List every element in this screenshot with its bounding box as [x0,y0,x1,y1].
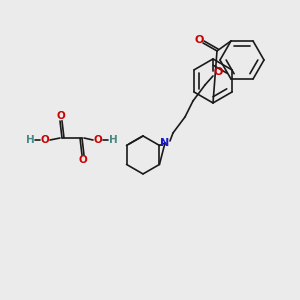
Text: O: O [94,135,102,145]
Text: O: O [57,111,65,121]
Text: O: O [213,67,223,77]
Text: H: H [109,135,117,145]
Text: O: O [194,35,204,45]
Text: H: H [26,135,34,145]
Text: O: O [79,155,87,165]
Text: N: N [160,138,169,148]
Text: O: O [40,135,50,145]
